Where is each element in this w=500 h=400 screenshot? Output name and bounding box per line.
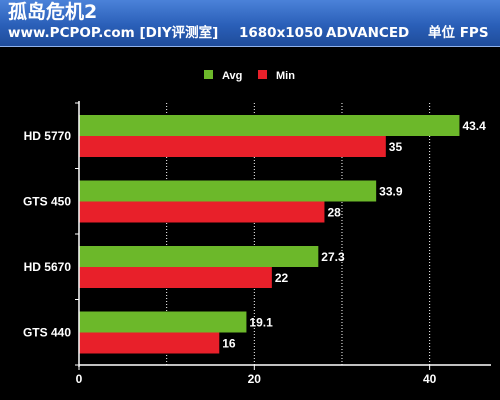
legend-label-min: Min bbox=[276, 70, 295, 82]
legend-swatch-min bbox=[258, 70, 267, 79]
bar-min bbox=[79, 332, 220, 354]
bar-avg bbox=[79, 180, 377, 202]
category-label: HD 5670 bbox=[24, 260, 72, 274]
bar-avg bbox=[79, 115, 460, 136]
chart-header: 孤岛危机2 www.PCPOP.com [DIY评测室] 1680x1050 A… bbox=[0, 0, 500, 47]
quality-label: ADVANCED bbox=[326, 25, 410, 41]
site-label: www.PCPOP.com [DIY评测室] bbox=[8, 25, 219, 41]
data-label: 43.4 bbox=[462, 119, 486, 133]
bar-avg bbox=[79, 246, 319, 267]
bar-avg bbox=[79, 311, 247, 333]
chart-title: 孤岛危机2 bbox=[8, 1, 98, 23]
data-label: 35 bbox=[389, 140, 403, 154]
legend-swatch-avg bbox=[204, 70, 213, 79]
resolution-label: 1680x1050 bbox=[239, 25, 323, 41]
axes: HD 5770 GTS 450 HD 5670 GTS 440 0 20 40 bbox=[23, 101, 491, 386]
x-tick-label: 40 bbox=[423, 372, 437, 386]
x-tick-label: 0 bbox=[76, 372, 83, 386]
unit-label: 单位 FPS bbox=[428, 25, 489, 41]
data-label: 16 bbox=[222, 337, 236, 351]
category-label: GTS 440 bbox=[23, 326, 71, 340]
category-label: HD 5770 bbox=[24, 129, 72, 143]
chart-subtitle: www.PCPOP.com [DIY评测室] 1680x1050 ADVANCE… bbox=[8, 24, 498, 42]
data-label: 22 bbox=[275, 271, 289, 285]
bars: 43.4 35 33.9 28 27.3 22 19.1 16 bbox=[79, 115, 486, 354]
bar-min bbox=[79, 136, 386, 157]
x-tick-label: 20 bbox=[248, 372, 262, 386]
data-label: 19.1 bbox=[249, 316, 273, 330]
data-label: 27.3 bbox=[321, 250, 345, 264]
legend: Avg Min bbox=[204, 70, 295, 82]
legend-label-avg: Avg bbox=[222, 70, 242, 82]
category-label: GTS 450 bbox=[23, 195, 71, 209]
data-label: 28 bbox=[327, 206, 341, 220]
bar-min bbox=[79, 201, 325, 223]
data-label: 33.9 bbox=[379, 185, 403, 199]
bar-min bbox=[79, 267, 272, 288]
